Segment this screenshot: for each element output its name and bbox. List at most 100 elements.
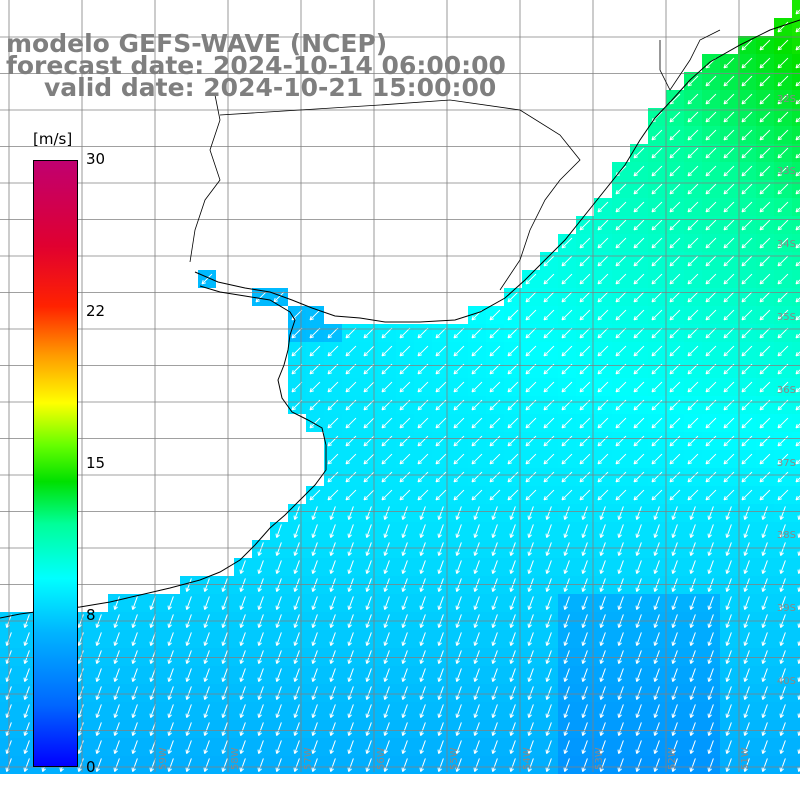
wind-arrow <box>687 309 699 321</box>
wind-arrow <box>489 435 501 447</box>
wind-arrow <box>311 524 318 538</box>
wind-arrow <box>543 309 555 321</box>
wind-arrow <box>707 704 714 718</box>
wind-arrow <box>489 471 501 483</box>
lon-label-51w: 51W <box>740 747 751 770</box>
wind-arrow <box>401 560 408 574</box>
wind-arrow <box>723 309 735 321</box>
wind-arrow <box>597 417 609 429</box>
wind-arrow <box>615 255 627 267</box>
wind-arrow <box>723 165 735 177</box>
wind-arrow <box>401 722 408 736</box>
wind-arrow <box>381 327 393 339</box>
wind-arrow <box>203 758 210 772</box>
wind-arrow <box>525 309 537 321</box>
wind-arrow <box>345 381 357 393</box>
wind-arrow <box>707 596 714 610</box>
wind-arrow <box>687 93 699 105</box>
wind-arrow <box>113 632 120 646</box>
wind-arrow <box>489 489 501 501</box>
wind-arrow <box>327 345 339 357</box>
wind-speed-cell <box>792 36 800 54</box>
wind-arrow <box>329 740 336 754</box>
wind-arrow <box>635 722 642 736</box>
wind-arrow <box>741 453 753 465</box>
wind-arrow <box>651 237 663 249</box>
wind-arrow <box>329 542 336 556</box>
wind-arrow <box>545 722 552 736</box>
wind-arrow <box>221 686 228 700</box>
wind-arrow <box>473 740 480 754</box>
wind-arrow <box>759 381 771 393</box>
wind-arrow <box>509 632 516 646</box>
wind-arrow <box>671 596 678 610</box>
wind-arrow <box>671 758 678 772</box>
wind-arrow <box>509 686 516 700</box>
wind-arrow <box>185 704 192 718</box>
wind-arrow <box>561 237 573 249</box>
wind-arrow <box>399 381 411 393</box>
wind-arrow <box>705 75 717 87</box>
wind-arrow <box>473 596 480 610</box>
wind-arrow <box>239 650 246 664</box>
wind-arrow <box>347 524 354 538</box>
wind-speed-cell <box>792 198 800 216</box>
wind-arrow <box>759 183 771 195</box>
wind-arrow <box>671 668 678 682</box>
wind-arrow <box>705 111 717 123</box>
wind-speed-field <box>0 0 800 774</box>
wind-arrow <box>365 506 372 520</box>
wind-arrow <box>723 345 735 357</box>
wind-arrow <box>291 327 303 339</box>
wind-arrow <box>455 560 462 574</box>
wind-arrow <box>509 758 516 772</box>
wind-arrow <box>689 524 696 538</box>
wind-arrow <box>579 381 591 393</box>
wind-arrow <box>203 740 210 754</box>
wind-arrow <box>777 435 789 447</box>
wind-arrow <box>473 506 480 520</box>
wind-arrow <box>381 489 393 501</box>
wind-arrow <box>491 632 498 646</box>
wind-arrow <box>797 748 800 754</box>
wind-arrow <box>617 632 624 646</box>
wind-arrow <box>707 650 714 664</box>
wind-arrow <box>543 255 555 267</box>
wind-arrow <box>23 740 30 754</box>
wind-arrow <box>365 740 372 754</box>
wind-arrow <box>615 453 627 465</box>
wind-speed-cell <box>792 396 800 414</box>
wind-speed-cell <box>792 252 800 270</box>
wind-arrow <box>689 632 696 646</box>
wind-arrow <box>669 471 681 483</box>
wind-arrow <box>635 632 642 646</box>
wind-arrow <box>795 243 800 249</box>
wind-arrow <box>257 578 264 592</box>
wind-arrow <box>437 596 444 610</box>
wind-arrow <box>327 453 339 465</box>
wind-arrow <box>399 453 411 465</box>
wind-speed-cell <box>792 486 800 504</box>
wind-arrow <box>599 722 606 736</box>
wind-arrow <box>759 219 771 231</box>
wind-arrow <box>581 686 588 700</box>
wind-arrow <box>743 560 750 574</box>
wind-arrow <box>363 453 375 465</box>
wind-arrow <box>545 668 552 682</box>
wind-arrow <box>707 524 714 538</box>
wind-arrow <box>365 704 372 718</box>
wind-arrow <box>383 650 390 664</box>
wind-arrow <box>417 345 429 357</box>
wind-arrow <box>633 345 645 357</box>
wind-arrow <box>615 471 627 483</box>
wind-arrow <box>687 489 699 501</box>
wind-arrow <box>401 506 408 520</box>
wind-arrow <box>615 345 627 357</box>
wind-speed-cell <box>792 720 800 738</box>
wind-arrow <box>471 417 483 429</box>
wind-arrow <box>383 686 390 700</box>
wind-arrow <box>599 650 606 664</box>
wind-arrow <box>311 578 318 592</box>
wind-arrow <box>345 327 357 339</box>
wind-arrow <box>185 632 192 646</box>
